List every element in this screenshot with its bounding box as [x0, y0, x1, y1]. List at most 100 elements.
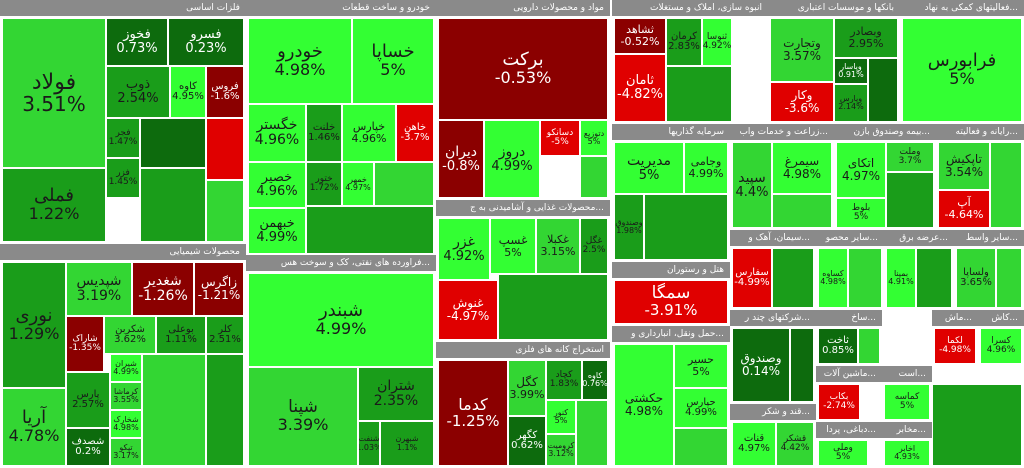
stock-tile[interactable]: دیران -0.8%: [438, 120, 484, 198]
stock-tile[interactable]: دروز 4.99%: [484, 120, 540, 198]
stock-tile[interactable]: ثشاهد -0.52%: [614, 18, 666, 54]
stock-tile[interactable]: خگستر 4.96%: [248, 104, 306, 162]
stock-tile[interactable]: شتران 2.35%: [358, 367, 434, 421]
stock-tile[interactable]: قنات 4.97%: [732, 422, 776, 466]
stock-tile[interactable]: تپکو 3.17%: [110, 438, 142, 466]
stock-tile[interactable]: ختور 1.72%: [306, 162, 342, 206]
stock-tile[interactable]: فملی 1.22%: [2, 168, 106, 242]
stock-tile[interactable]: بکاب -2.74%: [818, 384, 860, 420]
stock-tile[interactable]: لکما -4.98%: [934, 328, 976, 364]
stock-tile[interactable]: شبندر 4.99%: [248, 273, 434, 367]
stock-tile[interactable]: فزر 1.45%: [106, 158, 140, 198]
stock-tile[interactable]: بوعلی 1.11%: [156, 316, 206, 354]
stock-tile[interactable]: خساپا 5%: [352, 18, 434, 104]
stock-tile[interactable]: کرومیت 3.12%: [546, 434, 576, 466]
stock-tile[interactable]: فسرو 0.23%: [168, 18, 244, 66]
stock-tile[interactable]: شاراک -1.35%: [66, 316, 104, 372]
stock-tile[interactable]: تاپکیش 3.54%: [938, 142, 990, 190]
stock-tile[interactable]: فرابورس 5%: [902, 18, 1022, 122]
stock-tile[interactable]: وملت 3.7%: [886, 142, 934, 172]
stock-tile[interactable]: کنور 5%: [546, 400, 576, 434]
stock-tile[interactable]: بمپنا 4.91%: [886, 248, 916, 308]
stock-tile[interactable]: غزر 4.92%: [438, 218, 490, 280]
stock-tile[interactable]: خمهر 4.97%: [342, 162, 374, 206]
stock-tile[interactable]: وکار -3.6%: [770, 82, 834, 122]
stock-tile[interactable]: پارس 2.57%: [66, 372, 110, 428]
stock-tile[interactable]: وجامی 4.99%: [684, 142, 728, 194]
stock-tile[interactable]: شنفت1.03%: [358, 421, 380, 466]
stock-tile[interactable]: غنوش -4.97%: [438, 280, 498, 340]
stock-tile[interactable]: سمگا -3.91%: [614, 280, 728, 324]
stock-tile[interactable]: شکربن 3.62%: [104, 316, 156, 354]
stock-tile[interactable]: کلر 2.51%: [206, 316, 244, 354]
stock-tile[interactable]: وملی 5%: [818, 440, 868, 466]
stock-tile[interactable]: برکت -0.53%: [438, 18, 608, 120]
stock-tile[interactable]: زاگرس -1.21%: [194, 262, 244, 316]
stock-name: کاوه: [587, 370, 603, 380]
stock-tile[interactable]: خودرو 4.98%: [248, 18, 352, 104]
stock-tile[interactable]: سپید 4.4%: [732, 142, 772, 228]
stock-tile[interactable]: اخابر 4.93%: [884, 440, 930, 466]
stock-tile[interactable]: غسپ 5%: [490, 218, 536, 274]
stock-tile[interactable]: شخارک 4.98%: [110, 410, 142, 438]
stock-tile[interactable]: شپدیس 3.19%: [66, 262, 132, 316]
stock-tile[interactable]: کاوه 4.95%: [170, 66, 206, 118]
stock-tile[interactable]: کگهر 0.62%: [508, 416, 546, 466]
stock-tile[interactable]: شغدیر -1.26%: [132, 262, 194, 316]
stock-tile[interactable]: فولاد 3.51%: [2, 18, 106, 168]
stock-tile[interactable]: خلنت 1.46%: [306, 104, 342, 162]
stock-tile[interactable]: کچاد 1.83%: [546, 360, 582, 400]
stock-tile[interactable]: حپارس 4.99%: [674, 388, 728, 428]
stock-tile[interactable]: مدیریت 5%: [614, 142, 684, 194]
stock-tile[interactable]: اتکای 4.97%: [836, 142, 886, 198]
stock-tile[interactable]: دتوزیع 5%: [580, 120, 608, 156]
stock-name: فسرو: [190, 27, 222, 43]
stock-tile[interactable]: فجر 1.47%: [106, 118, 140, 158]
sector-title: ...ماش: [932, 310, 978, 326]
stock-tile[interactable]: آریا 4.78%: [2, 388, 66, 466]
stock-tile[interactable]: خپارس 4.96%: [342, 104, 396, 162]
stock-tile[interactable]: شپنا 3.39%: [248, 367, 358, 466]
stock-tile[interactable]: دسانکو -5%: [540, 120, 580, 156]
stock-change: -3.7%: [400, 132, 430, 143]
stock-tile[interactable]: کگل 3.99%: [508, 360, 546, 416]
stock-tile[interactable]: وتجارت 3.57%: [770, 18, 834, 82]
stock-tile[interactable]: سیمرغ 4.98%: [772, 142, 832, 194]
stock-name: فجر: [115, 127, 131, 138]
stock-tile[interactable]: کرمان 2.83%: [666, 18, 702, 66]
stock-tile[interactable]: غکبلا 3.15%: [536, 218, 580, 274]
stock-tile[interactable]: کسرا 4.96%: [980, 328, 1022, 364]
stock-change: 4.99%: [113, 367, 139, 376]
stock-tile[interactable]: شبهرن 1.1%: [380, 421, 434, 466]
stock-tile[interactable]: وصندوق 1.98%: [614, 194, 644, 260]
stock-tile[interactable]: غگل 2.5%: [580, 218, 608, 274]
stock-tile[interactable]: ثنوسا 4.92%: [702, 18, 732, 66]
stock-tile[interactable]: وصندوق 0.14%: [732, 328, 790, 402]
stock-tile[interactable]: کرماشا 3.55%: [110, 382, 142, 410]
stock-tile[interactable]: خصیر 4.96%: [248, 162, 306, 208]
stock-tile[interactable]: بلوط 5%: [836, 198, 886, 228]
stock-tile[interactable]: کدما -1.25%: [438, 360, 508, 466]
stock-tile[interactable]: خاهن -3.7%: [396, 104, 434, 162]
stock-tile[interactable]: نوری 1.29%: [2, 262, 66, 388]
stock-tile[interactable]: ذوب 2.54%: [106, 66, 170, 118]
stock-tile[interactable]: آپ -4.64%: [938, 190, 990, 228]
stock-tile[interactable]: حکشتی 4.98%: [614, 344, 674, 466]
stock-tile[interactable]: وپاسار 0.91%: [834, 58, 868, 84]
stock-tile[interactable]: شیران 4.99%: [110, 354, 142, 382]
stock-tile[interactable]: حسیر 5%: [674, 344, 728, 388]
stock-tile[interactable]: وبصادر 2.95%: [834, 18, 898, 58]
stock-tile[interactable]: کماسه 5%: [884, 384, 930, 420]
stock-tile[interactable]: خبهمن 4.99%: [248, 208, 306, 254]
stock-tile[interactable]: وپارس 2.14%: [834, 84, 868, 122]
stock-tile[interactable]: کساوه 4.98%: [818, 248, 848, 308]
stock-tile[interactable]: فخوز 0.73%: [106, 18, 168, 66]
stock-tile[interactable]: فروس -1.6%: [206, 66, 244, 118]
stock-tile[interactable]: ولساپا 3.65%: [956, 248, 996, 308]
stock-tile[interactable]: ثامان -4.82%: [614, 54, 666, 122]
stock-tile[interactable]: کاوه 0.76%: [582, 360, 608, 400]
stock-tile[interactable]: قشکر 4.42%: [776, 422, 814, 466]
stock-tile[interactable]: سفارس -4.99%: [732, 248, 772, 308]
stock-tile[interactable]: ثاخت 0.85%: [818, 328, 858, 364]
stock-tile[interactable]: شصدف 0.2%: [66, 428, 110, 466]
